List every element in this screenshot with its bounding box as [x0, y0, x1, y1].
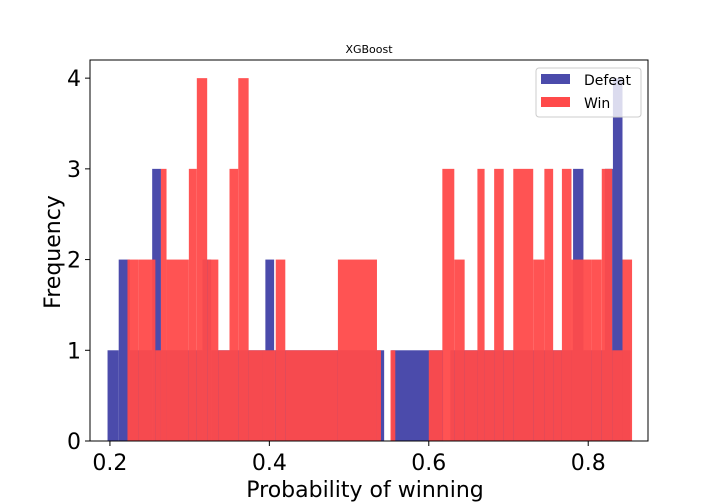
histogram-bar-win — [494, 168, 504, 442]
x-tick-label: 0.6 — [411, 451, 446, 476]
histogram-bar-win — [591, 259, 602, 441]
histogram-bar-win — [622, 259, 633, 441]
legend-label-win: Win — [584, 96, 610, 112]
y-axis-title: Frequency — [41, 195, 66, 309]
histogram-bar-win — [484, 350, 495, 441]
x-axis-title: Probability of winning — [246, 478, 484, 503]
histogram-bar-win — [337, 259, 377, 441]
histogram-bar-win — [503, 350, 514, 441]
histogram-bar-win — [513, 168, 534, 442]
x-tick-label: 0.2 — [92, 451, 127, 476]
win-series — [127, 78, 633, 442]
histogram-bar-win — [561, 168, 572, 442]
histogram-bar-win — [601, 168, 613, 442]
histogram-bar-win — [571, 259, 592, 441]
histogram-bar-win — [160, 168, 167, 442]
histogram-bar-win — [464, 350, 478, 441]
y-tick-label: 2 — [67, 249, 81, 274]
legend: Defeat Win — [535, 67, 642, 118]
histogram-bar-win — [442, 168, 455, 442]
histogram-bar-win — [454, 259, 465, 441]
histogram-bar-win — [477, 168, 485, 442]
y-tick-label: 3 — [67, 158, 81, 183]
histogram-bar-defeat — [612, 78, 623, 441]
histogram-bar-win — [533, 259, 545, 441]
histogram-bar-win — [218, 350, 230, 441]
histogram-bar-win — [155, 350, 161, 441]
histogram-bar-defeat — [107, 350, 119, 441]
histogram-bar-win — [262, 350, 276, 441]
histogram-bar-defeat — [265, 259, 275, 441]
histogram-bar-win — [138, 259, 156, 441]
histogram-bar-win — [229, 168, 239, 442]
legend-swatch-win — [541, 97, 570, 107]
histogram-bar-win — [238, 78, 249, 441]
x-tick-label: 0.4 — [252, 451, 287, 476]
histogram-bar-win — [553, 350, 562, 441]
chart-title: XGBoost — [345, 43, 393, 56]
histogram-bar-win — [196, 78, 208, 441]
histogram-bar-defeat — [152, 168, 161, 442]
histogram-bar-win — [612, 350, 623, 441]
histogram-bar-win — [376, 350, 381, 441]
histogram-bar-win — [207, 259, 219, 441]
y-axis: 0 1 2 3 4 — [67, 67, 90, 455]
histogram-bar-win — [275, 259, 286, 441]
histogram-bar-win — [544, 168, 554, 442]
histogram-bar-win — [248, 350, 263, 441]
legend-label-defeat: Defeat — [584, 73, 632, 89]
legend-swatch-defeat — [541, 74, 570, 84]
plot-frame — [89, 59, 649, 442]
x-tick-label: 0.8 — [571, 451, 606, 476]
y-tick-label: 1 — [67, 339, 81, 364]
x-axis: 0.2 0.4 0.6 0.8 — [92, 441, 606, 476]
y-tick-label: 0 — [67, 430, 81, 455]
histogram-bar-win — [188, 168, 197, 442]
histogram-bar-win — [390, 350, 396, 441]
y-tick-label: 4 — [67, 67, 81, 92]
histogram-bar-win — [428, 350, 443, 441]
histogram-bar-win — [166, 259, 189, 441]
histogram-bar-win — [127, 259, 139, 441]
histogram-bar-win — [285, 350, 338, 441]
histogram-bar-defeat — [118, 259, 130, 441]
